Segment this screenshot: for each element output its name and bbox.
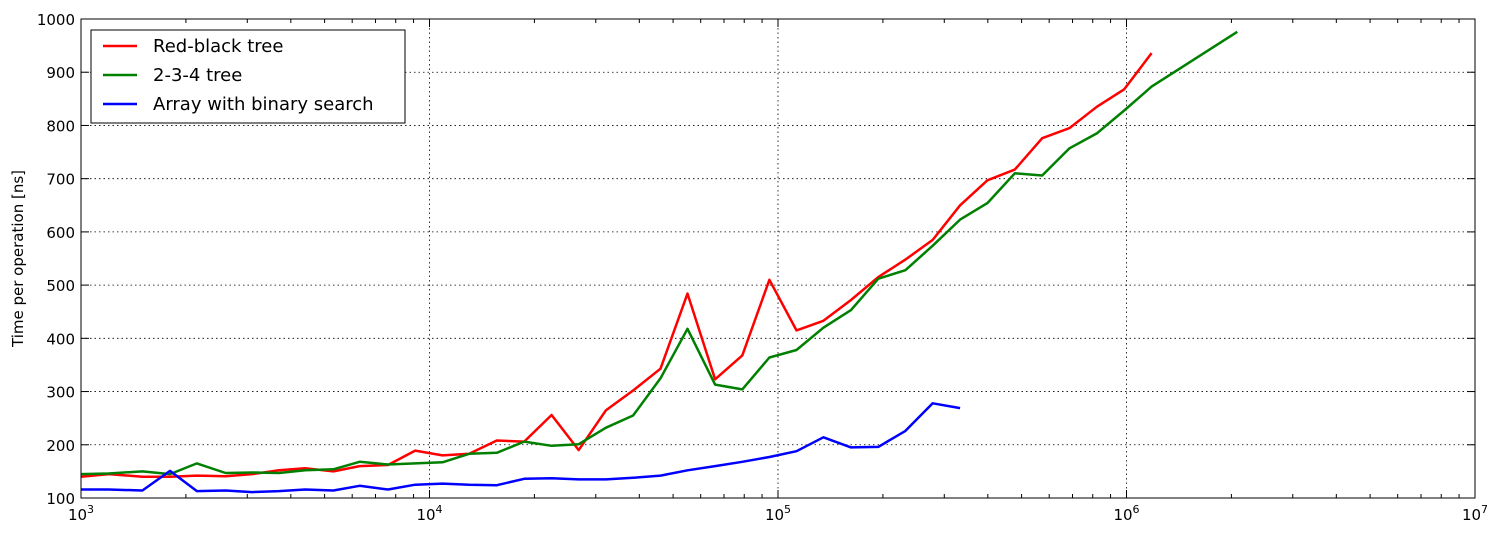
y-tick-label: 400 — [46, 330, 75, 348]
y-tick-label: 100 — [46, 490, 75, 508]
legend-label: Array with binary search — [153, 94, 374, 115]
y-tick-label: 300 — [46, 384, 75, 402]
y-tick-label: 800 — [46, 117, 75, 135]
grid-lines — [81, 19, 1475, 498]
series-line — [81, 402, 961, 494]
series-group — [80, 30, 1238, 494]
legend-box — [90, 29, 406, 124]
x-tick-label: 105 — [765, 503, 791, 524]
y-tick-label: 700 — [46, 171, 75, 189]
y-tick-label: 200 — [46, 437, 75, 455]
axis-ticks — [80, 18, 1476, 499]
legend-label: Red-black tree — [153, 36, 283, 57]
y-tick-label: 1000 — [37, 11, 75, 29]
legend: Red-black tree 2-3-4 tree Array with binar… — [90, 29, 406, 124]
series-line — [80, 30, 1238, 476]
y-tick-label: 900 — [46, 64, 75, 82]
x-tick-label: 106 — [1113, 503, 1139, 524]
tick-labels: 103 104 105 106 107 100 200 300 400 500 600 700 800 9… — [37, 11, 1488, 524]
y-axis-label: Time per operation [ns] — [9, 170, 27, 348]
legend-label: 2-3-4 tree — [153, 65, 242, 86]
y-tick-label: 500 — [46, 277, 75, 295]
y-tick-label: 600 — [46, 224, 75, 242]
x-tick-label: 104 — [416, 503, 442, 524]
x-tick-label: 103 — [68, 503, 94, 524]
x-tick-label: 107 — [1462, 503, 1488, 524]
